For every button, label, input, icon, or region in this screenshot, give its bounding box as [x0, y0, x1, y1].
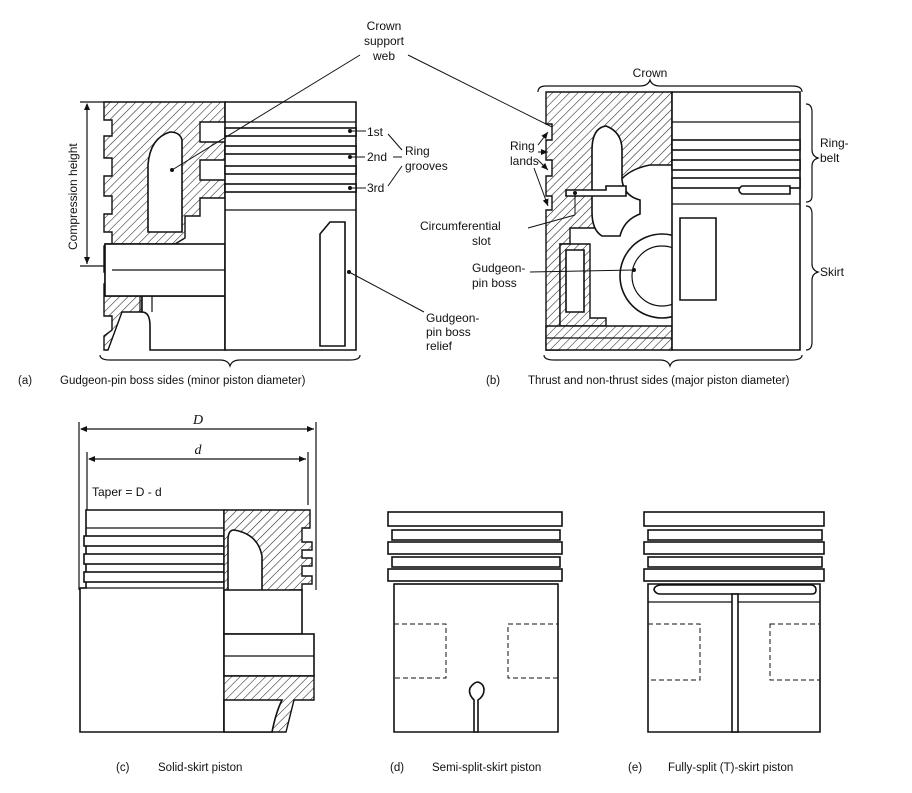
split-slot-d [468, 681, 485, 733]
caption-a-letter: (a) [18, 375, 32, 387]
caption-c-letter: (c) [116, 762, 130, 774]
caption-b-letter: (b) [486, 375, 500, 387]
label-gp-relief-1: Gudgeon- [426, 311, 479, 325]
cavity-a [147, 131, 183, 233]
cavity-b [591, 125, 641, 237]
label-ring-grooves-1: Ring [405, 144, 430, 158]
label-gp-relief-3: relief [426, 339, 453, 353]
label-gp-boss-1: Gudgeon- [472, 261, 525, 275]
caption-b-text: Thrust and non-thrust sides (major pisto… [528, 375, 790, 387]
label-ring-belt-1: Ring- [820, 136, 849, 150]
label-crown: Crown [633, 66, 668, 80]
label-dim-D: D [192, 413, 203, 428]
caption-d-text: Semi-split-skirt piston [432, 762, 541, 774]
ring-land-e-1 [643, 511, 825, 527]
label-crown-support-web-1: Crown [367, 19, 402, 33]
label-circ-slot-1: Circumferential [420, 219, 501, 233]
pin-boss-dashed-left-d [393, 623, 447, 679]
caption-d-letter: (d) [390, 762, 404, 774]
caption-c-text: Solid-skirt piston [158, 762, 242, 774]
label-compression-height: Compression height [66, 143, 80, 250]
view-b-major-diameter: Crown Ring lands Ring- belt [420, 66, 849, 387]
view-d-semi-split-skirt: (d) Semi-split-skirt piston [387, 511, 563, 774]
label-gp-boss-2: pin boss [472, 276, 517, 290]
label-skirt: Skirt [820, 265, 845, 279]
label-ring-lands-1: Ring [510, 139, 535, 153]
view-a-minor-diameter: Compression height 1st 2nd 3rd Ring [18, 19, 599, 387]
label-ring-lands-2: lands [510, 154, 539, 168]
label-ring-2nd: 2nd [367, 150, 387, 164]
pin-boss-dashed-right-e [769, 623, 821, 681]
caption-a-text: Gudgeon-pin boss sides (minor piston dia… [60, 375, 306, 387]
view-c-solid-skirt: D d Taper = D - d (c) Solid-skirt piston [78, 413, 317, 774]
label-dim-d: d [195, 443, 203, 458]
caption-e-text: Fully-split (T)-skirt piston [668, 762, 793, 774]
label-taper: Taper = D - d [92, 485, 162, 499]
label-gp-relief-2: pin boss [426, 325, 471, 339]
label-ring-3rd: 3rd [367, 181, 384, 195]
label-ring-grooves-2: grooves [405, 159, 448, 173]
t-slot-horizontal-e [653, 584, 817, 595]
label-circ-slot-2: slot [472, 234, 491, 248]
label-ring-belt-2: belt [820, 151, 840, 165]
label-crown-support-web-2: support [364, 34, 405, 48]
pin-boss-dashed-right-d [507, 623, 559, 679]
caption-e-letter: (e) [628, 762, 642, 774]
t-slot-vertical-e [731, 593, 739, 733]
label-ring-1st: 1st [367, 125, 384, 139]
label-crown-support-web-3: web [372, 49, 395, 63]
view-e-fully-split-skirt: (e) Fully-split (T)-skirt piston [628, 511, 825, 774]
ring-land-d-1 [387, 511, 563, 527]
pin-boss-dashed-left-e [647, 623, 701, 681]
